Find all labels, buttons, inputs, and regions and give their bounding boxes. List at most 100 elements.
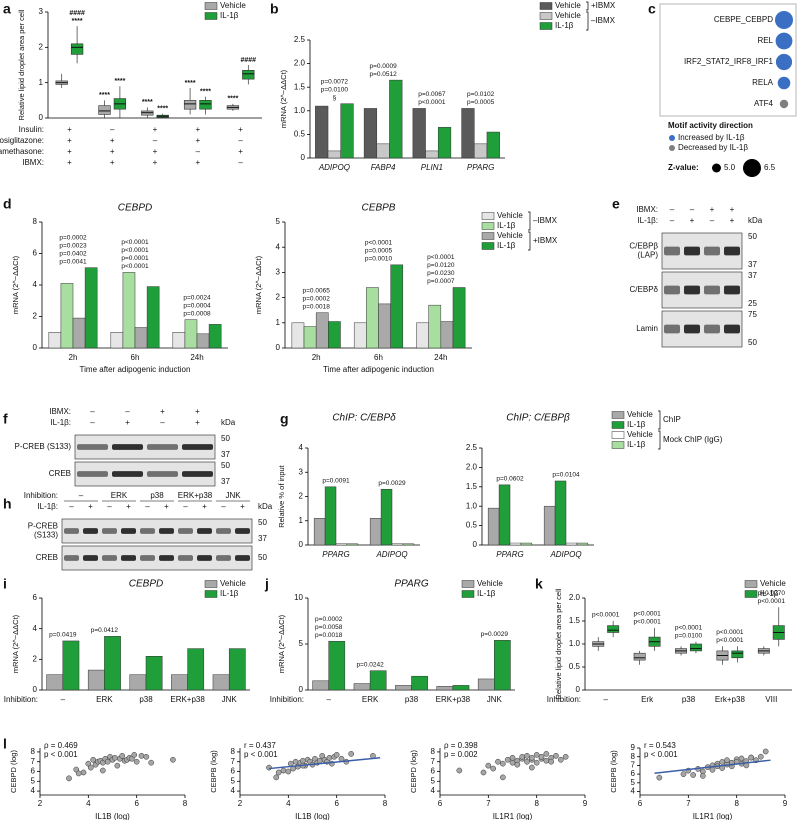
bar: [543, 505, 556, 546]
group-label: p38: [150, 491, 164, 500]
legend-label: Vehicle: [497, 231, 523, 240]
point: [738, 755, 745, 762]
blot-band: [724, 324, 740, 334]
bar: [196, 333, 210, 349]
x-tick-label: ADIPOQ: [375, 550, 407, 559]
band-name: (LAP): [638, 251, 659, 260]
blot-band: [724, 285, 740, 295]
size-label: Z-value:: [668, 163, 699, 172]
y-tick-label: 5: [631, 778, 636, 787]
condition-sign: +: [110, 158, 115, 167]
bar: [576, 542, 589, 546]
kda-marker: 37: [221, 477, 230, 486]
significance: ****: [72, 18, 83, 25]
y-tick-label: 1.5: [466, 482, 478, 491]
p-value: p=0.0270: [758, 590, 786, 597]
bar: [328, 640, 346, 691]
y-tick-label: 6: [33, 249, 38, 258]
legend-title: Motif activity direction: [668, 121, 753, 130]
x-tick-label: 7: [686, 799, 691, 808]
point: [333, 752, 340, 758]
panel-label: d: [3, 196, 12, 212]
y-tick-label: 0: [301, 153, 306, 162]
x-tick-label: 2h: [69, 353, 78, 362]
y-tick-label: 4: [231, 786, 236, 795]
blot-band: [112, 471, 143, 477]
condition-sign: +: [195, 158, 200, 167]
band-name: Lamin: [636, 324, 658, 333]
condition-sign: +: [153, 125, 158, 134]
condition-sign: +: [67, 136, 72, 145]
p-value: §: [333, 94, 337, 101]
box: [98, 105, 111, 115]
p-value: p<0.0001: [716, 629, 744, 636]
blot-band: [112, 444, 143, 450]
y-tick-label: 0.5: [569, 662, 581, 671]
panel-label: g: [280, 411, 289, 427]
legend-label: Vehicle: [220, 1, 246, 10]
point: [112, 754, 118, 761]
p-value: p<0.0001: [592, 612, 620, 619]
y-tick-label: 5: [276, 217, 281, 226]
header-sign: –: [690, 205, 695, 214]
y-tick-label: 4: [33, 280, 38, 289]
band-name: C/EBPδ: [630, 285, 659, 294]
y-tick-label: 0: [33, 685, 38, 694]
x-tick-label: PLIN1: [421, 163, 443, 172]
x-axis-label: Inhibition:: [4, 695, 38, 704]
kda-marker: 37: [221, 450, 230, 459]
point: [148, 759, 155, 766]
legend-swatch: [204, 12, 218, 20]
blot-band: [121, 528, 136, 534]
blot-band: [724, 246, 740, 256]
x-tick-label: 6: [334, 799, 339, 808]
bar: [184, 319, 198, 349]
stat-label: p < 0.001: [644, 750, 678, 759]
y-axis-label: CEBPB (log): [209, 750, 218, 793]
header-sign: –: [221, 502, 226, 511]
header-sign: –: [160, 418, 165, 427]
p-value: p<0.0001: [675, 624, 703, 631]
p-value: p<0.0001: [427, 254, 455, 261]
y-tick-label: 2: [33, 654, 38, 663]
panel-label: a: [3, 1, 11, 17]
fit-line: [654, 759, 771, 774]
point: [119, 752, 126, 759]
p-value: p=0.0100: [675, 632, 703, 639]
point: [326, 754, 333, 761]
y-tick-label: 1: [276, 318, 281, 327]
stat-label: r = 0.437: [244, 741, 276, 750]
condition-sign: –: [238, 158, 243, 167]
x-tick-label: p38: [139, 695, 153, 704]
point: [719, 759, 726, 765]
point: [75, 770, 82, 777]
chart-title: CEBPD: [129, 579, 163, 590]
p-value: p<0.0001: [716, 637, 744, 644]
x-tick-label: –: [326, 695, 331, 704]
kda-marker: 50: [258, 553, 267, 562]
motif-box: [659, 3, 797, 117]
fit-line: [268, 757, 381, 770]
size-value: 6.5: [764, 163, 776, 172]
legend-swatch: [204, 2, 218, 10]
group-label: ERK: [111, 491, 128, 500]
bar: [486, 131, 500, 159]
kda-marker: 37: [748, 260, 757, 269]
point: [680, 771, 687, 777]
stat-label: ρ = 0.398: [444, 741, 478, 750]
box: [199, 100, 212, 110]
p-value: p=0.0041: [59, 258, 87, 265]
size-dot: [712, 163, 721, 173]
y-tick-label: 2: [33, 312, 38, 321]
blot-band: [121, 555, 136, 561]
band-name: CREB: [36, 553, 58, 562]
kda-marker: 37: [258, 534, 267, 543]
point: [504, 756, 511, 763]
bar: [395, 685, 412, 691]
x-tick-label: 6: [134, 799, 139, 808]
x-tick-label: PPARG: [322, 550, 349, 559]
header-name: IBMX:: [636, 205, 658, 214]
y-tick-label: 8: [631, 752, 636, 761]
bar: [208, 324, 222, 349]
point: [762, 748, 769, 755]
